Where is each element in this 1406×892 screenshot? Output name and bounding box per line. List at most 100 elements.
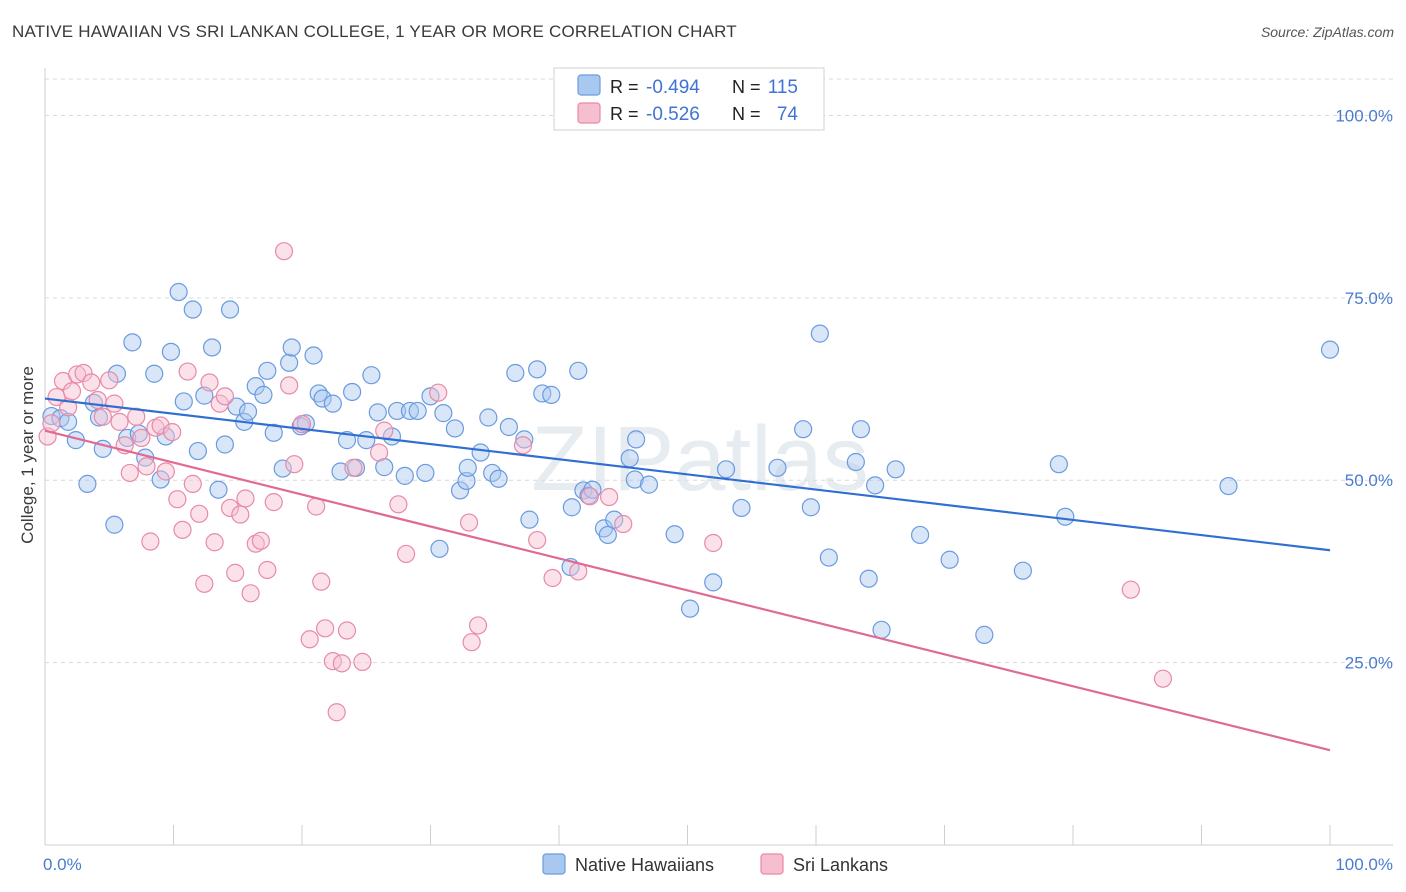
sri-lankans-point <box>231 505 250 524</box>
native-hawaiians-point <box>400 401 420 421</box>
sri-lankans-point <box>300 630 319 649</box>
sri-lankans-point <box>62 382 82 401</box>
native-hawaiians-point <box>161 342 181 361</box>
native-hawaiians-point <box>801 498 820 517</box>
native-hawaiians-point <box>1219 476 1238 496</box>
native-hawaiians-point <box>704 573 723 592</box>
native-hawaiians-point <box>499 417 518 437</box>
sri-lankans-point <box>141 532 160 551</box>
native-hawaiians-point <box>434 404 453 423</box>
legend-n-label: N = <box>732 104 761 124</box>
legend-r-value: -0.526 <box>646 104 700 125</box>
sri-lankans-point <box>173 520 192 539</box>
native-hawaiians-points <box>42 282 1340 644</box>
native-hawaiians-point <box>520 510 539 529</box>
native-hawaiians-point <box>215 435 234 454</box>
sri-lankans-point <box>389 495 408 514</box>
sri-lankans-points <box>38 242 1173 722</box>
native-hawaiians-point <box>304 346 323 365</box>
native-hawaiians-point <box>886 460 905 479</box>
native-hawaiians-point <box>489 469 508 488</box>
sri-lankans-point <box>200 373 219 392</box>
sri-lankans-trendline <box>44 429 1331 752</box>
sri-lankans-point <box>370 443 389 462</box>
native-hawaiians-point <box>273 459 292 478</box>
sri-lankans-point <box>105 394 124 413</box>
native-hawaiians-point <box>387 401 407 421</box>
native-hawaiians-point <box>479 408 498 427</box>
native-hawaiians-point <box>416 463 435 483</box>
native-hawaiians-point <box>105 515 124 534</box>
native-hawaiians-point <box>846 452 865 472</box>
sri-lankans-point <box>236 489 255 508</box>
native-hawaiians-point <box>639 475 659 494</box>
legend-swatch-blue <box>577 74 601 96</box>
native-hawaiians-point <box>450 481 470 500</box>
native-hawaiians-point <box>174 392 193 411</box>
native-hawaiians-point <box>78 474 97 493</box>
legend-swatch-pink <box>577 102 601 124</box>
sri-lankans-point <box>156 462 175 481</box>
native-hawaiians-point <box>859 569 878 588</box>
native-hawaiians-point <box>323 394 342 413</box>
axes <box>44 68 1393 846</box>
sri-lankans-point <box>190 504 209 523</box>
sri-lankans-point <box>704 533 723 553</box>
sri-lankans-point <box>274 242 294 261</box>
sri-lankans-point <box>528 530 547 550</box>
native-hawaiians-point <box>940 550 959 569</box>
native-hawaiians-point <box>794 420 813 439</box>
native-hawaiians-point <box>1013 561 1032 580</box>
chart-title: NATIVE HAWAIIAN VS SRI LANKAN COLLEGE, 1… <box>12 22 737 41</box>
sri-lankans-point <box>82 373 101 392</box>
sri-lankans-point <box>459 513 479 532</box>
native-hawaiians-point <box>732 498 751 518</box>
native-hawaiians-point <box>506 363 525 383</box>
sri-lankans-point <box>337 621 357 640</box>
y-axis-label: College, 1 year or more <box>18 366 37 544</box>
native-hawaiians-point <box>169 282 188 302</box>
y-tick-label: 75.0% <box>1345 289 1393 308</box>
sri-lankans-point <box>258 560 277 580</box>
sri-lankans-point <box>429 383 448 402</box>
native-hawaiians-point <box>188 441 208 461</box>
series-legend: Native Hawaiians Sri Lankans <box>542 853 888 875</box>
sri-lankans-point <box>110 412 129 431</box>
native-hawaiians-point <box>430 539 449 558</box>
sri-lankans-point <box>280 376 299 395</box>
sri-lankans-point <box>178 362 197 381</box>
native-hawaiians-point <box>716 460 736 479</box>
native-hawaiians-point <box>183 300 202 319</box>
x-tick-labels: 0.0% 100.0% <box>43 855 1393 874</box>
legend-native-hawaiians: Native Hawaiians <box>575 855 714 875</box>
native-hawaiians-point <box>445 419 465 438</box>
native-hawaiians-point <box>458 458 477 477</box>
sri-lankans-point <box>93 407 112 426</box>
native-hawaiians-point <box>471 443 490 462</box>
sri-lankans-point <box>215 387 234 406</box>
native-hawaiians-point <box>626 430 646 449</box>
native-hawaiians-trendline <box>44 397 1331 552</box>
native-hawaiians-point <box>866 476 885 495</box>
legend-n-value: 115 <box>768 77 798 98</box>
x-tick-label: 100.0% <box>1335 855 1393 874</box>
native-hawaiians-point <box>362 366 381 385</box>
native-hawaiians-point <box>1056 507 1075 526</box>
native-hawaiians-point <box>343 382 362 402</box>
native-hawaiians-point <box>368 403 387 422</box>
sri-lankans-point <box>468 616 488 635</box>
native-hawaiians-point <box>357 431 376 450</box>
sri-lankans-point <box>600 487 619 507</box>
native-hawaiians-point <box>819 548 838 567</box>
native-hawaiians-point <box>264 423 283 442</box>
sri-lankans-point <box>1153 669 1173 688</box>
sri-lankans-point <box>353 652 372 671</box>
legend-swatch-native-hawaiians <box>542 853 566 875</box>
native-hawaiians-point <box>542 385 561 404</box>
native-hawaiians-point <box>768 458 787 477</box>
legend-r-label: R = <box>610 104 639 124</box>
native-hawaiians-point <box>238 402 258 421</box>
native-hawaiians-point <box>395 466 414 485</box>
native-hawaiians-point <box>533 384 552 403</box>
sri-lankans-point <box>74 363 93 383</box>
